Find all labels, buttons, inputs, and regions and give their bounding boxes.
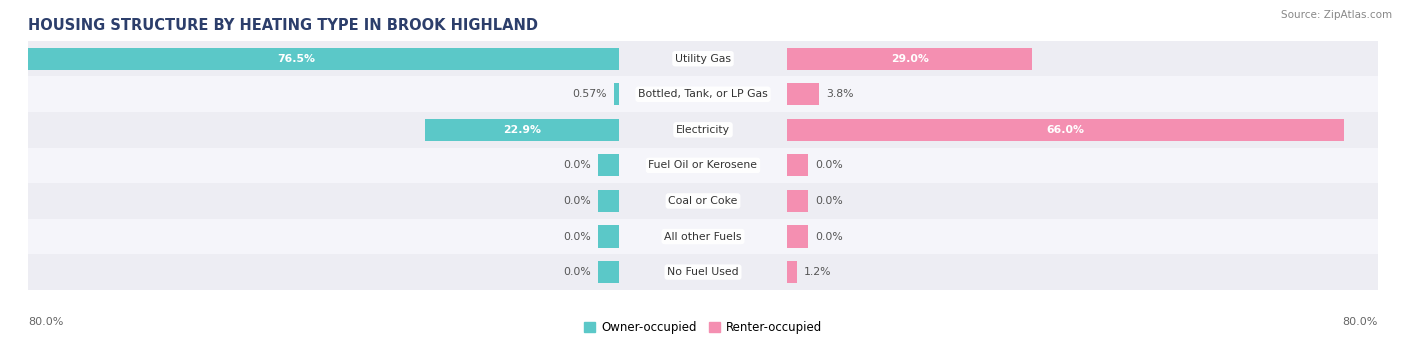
- Text: All other Fuels: All other Fuels: [664, 232, 742, 241]
- Text: 1.2%: 1.2%: [804, 267, 832, 277]
- Bar: [787, 190, 808, 212]
- Bar: [28, 41, 1378, 76]
- Bar: [787, 119, 1344, 141]
- Text: Coal or Coke: Coal or Coke: [668, 196, 738, 206]
- Text: Utility Gas: Utility Gas: [675, 54, 731, 64]
- Text: 0.57%: 0.57%: [572, 89, 607, 99]
- Bar: [28, 219, 1378, 254]
- Bar: [598, 225, 619, 248]
- Bar: [787, 154, 808, 176]
- Text: 29.0%: 29.0%: [891, 54, 928, 64]
- Bar: [598, 190, 619, 212]
- Legend: Owner-occupied, Renter-occupied: Owner-occupied, Renter-occupied: [579, 316, 827, 339]
- Text: 22.9%: 22.9%: [503, 125, 541, 135]
- Text: HOUSING STRUCTURE BY HEATING TYPE IN BROOK HIGHLAND: HOUSING STRUCTURE BY HEATING TYPE IN BRO…: [28, 18, 538, 33]
- Text: 76.5%: 76.5%: [277, 54, 315, 64]
- Bar: [28, 112, 1378, 148]
- Text: Bottled, Tank, or LP Gas: Bottled, Tank, or LP Gas: [638, 89, 768, 99]
- Bar: [787, 261, 797, 283]
- Text: 0.0%: 0.0%: [815, 160, 844, 170]
- Text: 0.0%: 0.0%: [815, 232, 844, 241]
- Bar: [614, 83, 619, 105]
- Bar: [598, 154, 619, 176]
- Bar: [0, 48, 619, 70]
- Text: 0.0%: 0.0%: [562, 196, 591, 206]
- Text: 66.0%: 66.0%: [1046, 125, 1085, 135]
- Bar: [28, 148, 1378, 183]
- Bar: [426, 119, 619, 141]
- Text: 0.0%: 0.0%: [815, 196, 844, 206]
- Text: 0.0%: 0.0%: [562, 232, 591, 241]
- Bar: [787, 48, 1032, 70]
- Text: 80.0%: 80.0%: [28, 317, 63, 327]
- Bar: [28, 254, 1378, 290]
- Text: 3.8%: 3.8%: [827, 89, 853, 99]
- Text: 0.0%: 0.0%: [562, 160, 591, 170]
- Bar: [28, 76, 1378, 112]
- Text: No Fuel Used: No Fuel Used: [668, 267, 738, 277]
- Text: 0.0%: 0.0%: [562, 267, 591, 277]
- Text: Fuel Oil or Kerosene: Fuel Oil or Kerosene: [648, 160, 758, 170]
- Text: 80.0%: 80.0%: [1343, 317, 1378, 327]
- Bar: [28, 183, 1378, 219]
- Bar: [787, 83, 820, 105]
- Text: Source: ZipAtlas.com: Source: ZipAtlas.com: [1281, 10, 1392, 20]
- Text: Electricity: Electricity: [676, 125, 730, 135]
- Bar: [598, 261, 619, 283]
- Bar: [787, 225, 808, 248]
